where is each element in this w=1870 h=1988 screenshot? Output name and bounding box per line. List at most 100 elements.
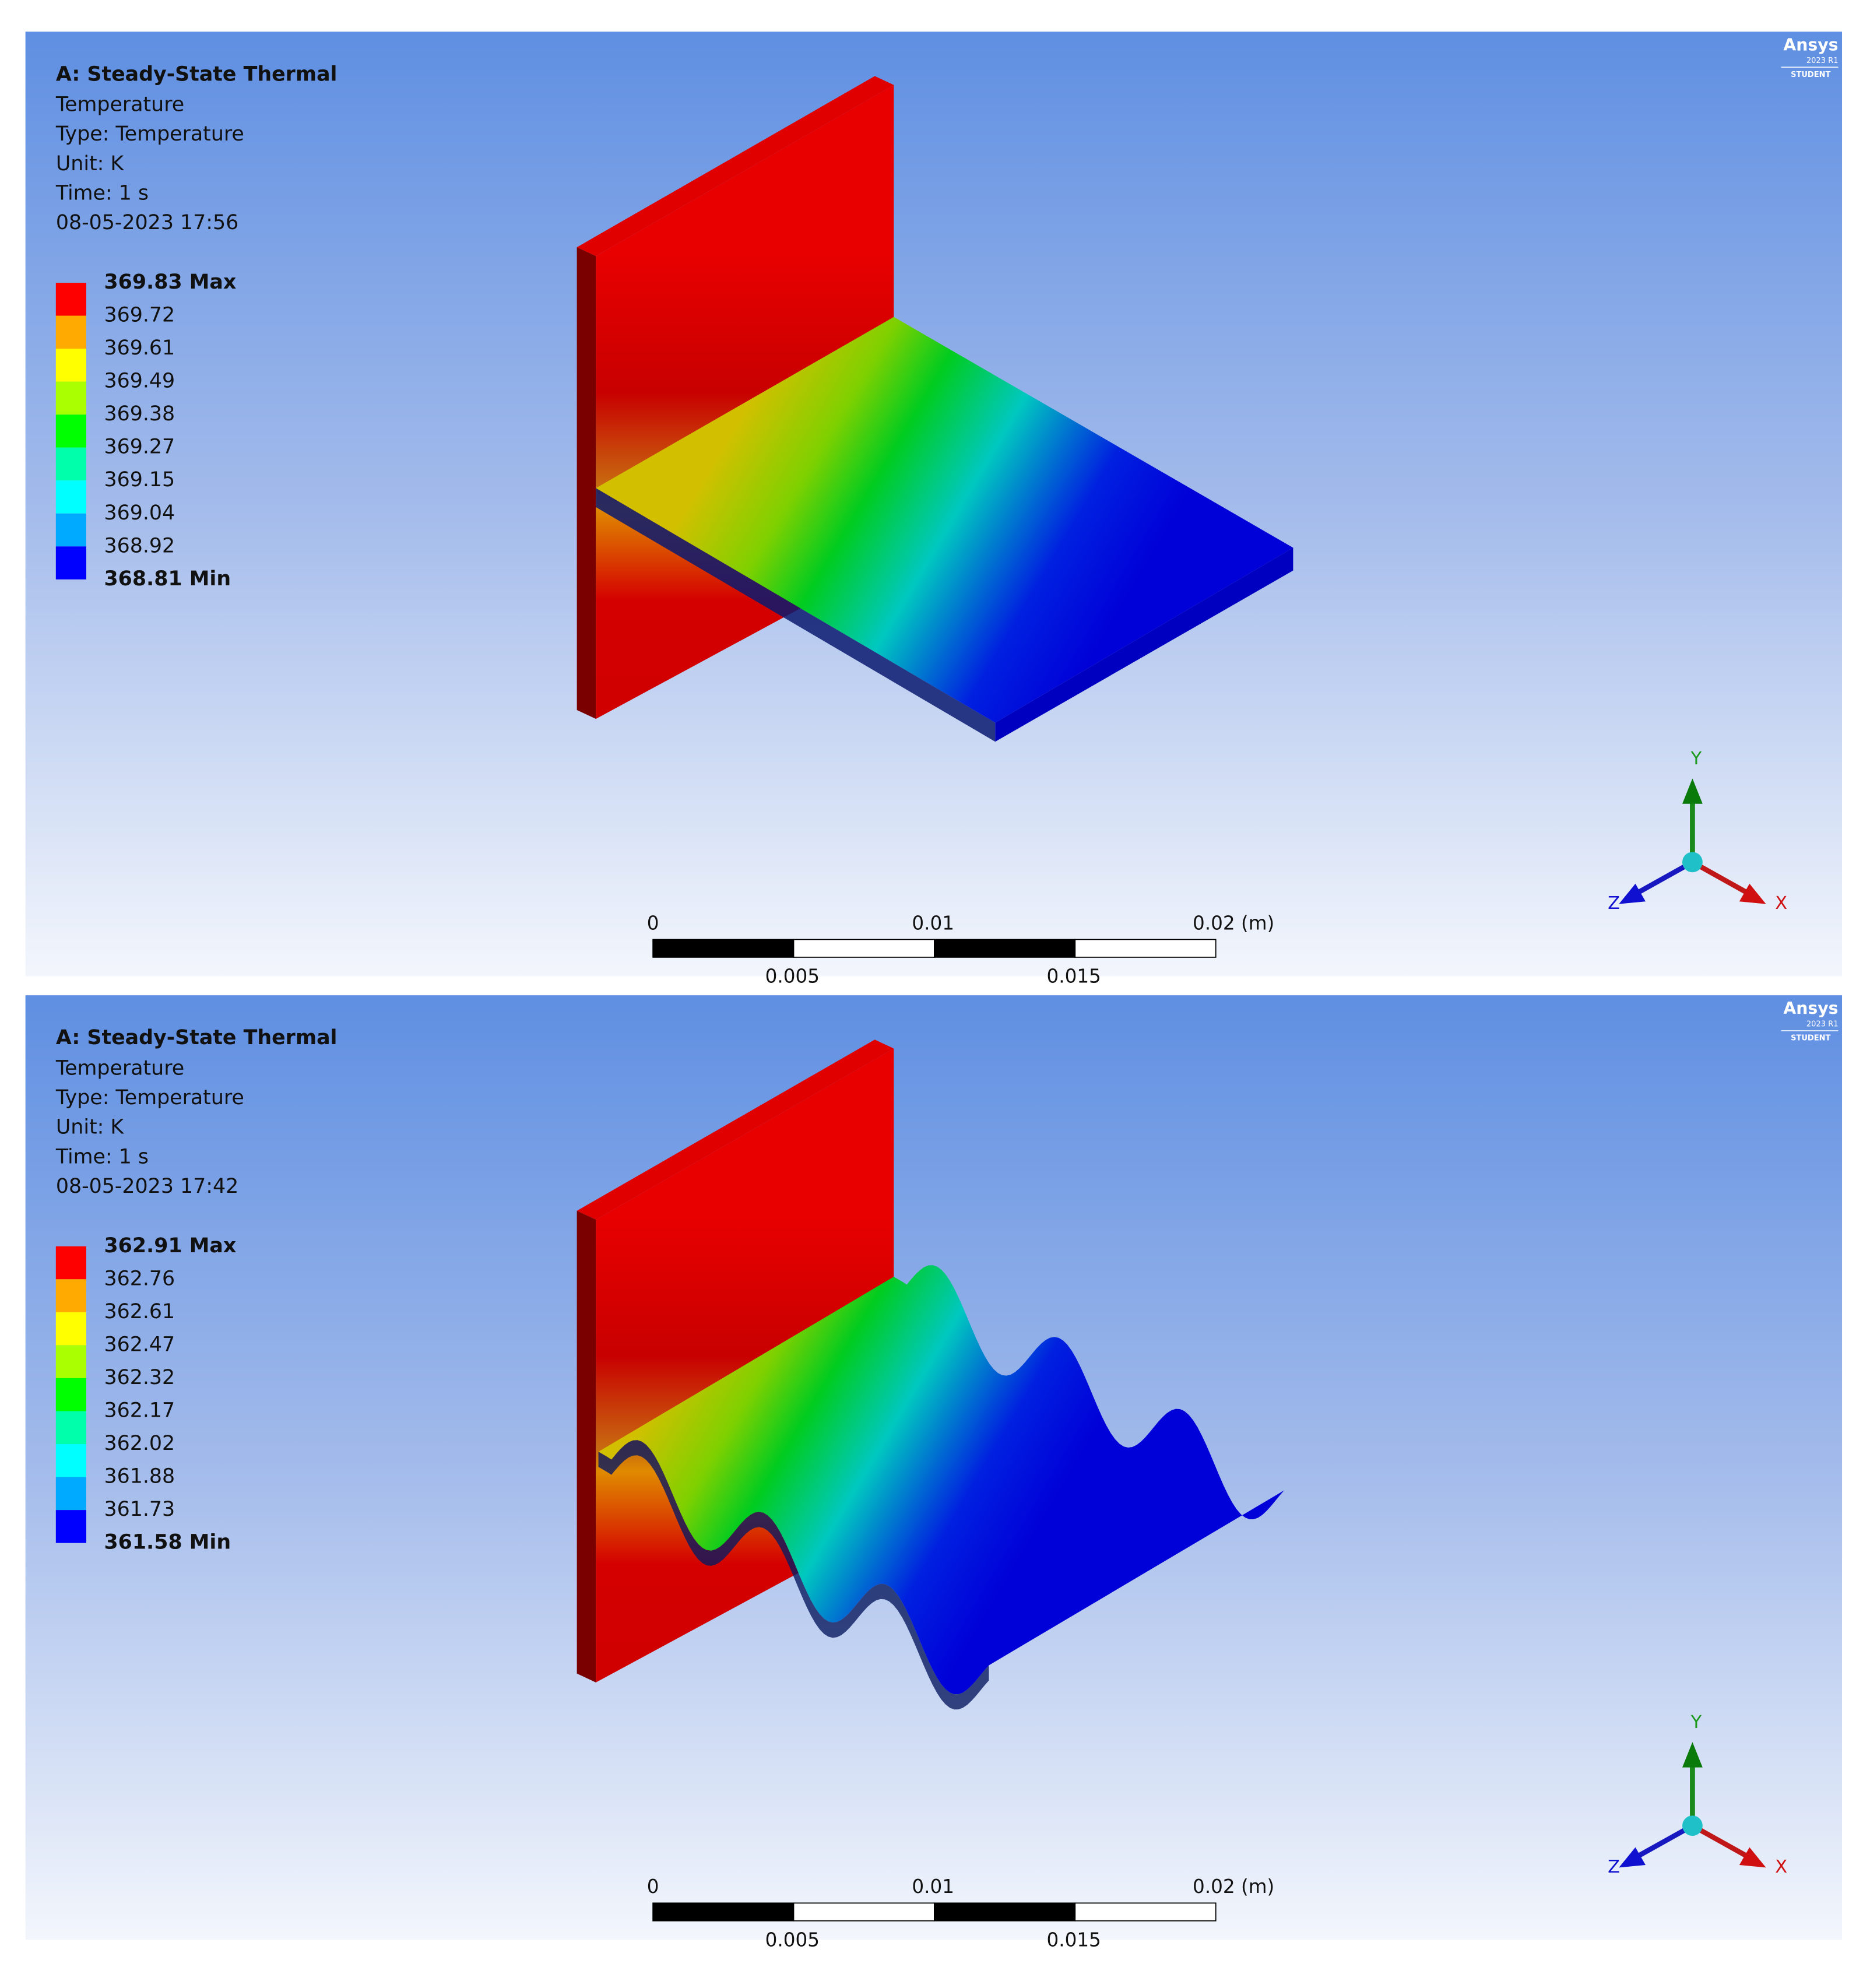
triad-origin (1682, 852, 1703, 873)
scale-label: 0 (647, 1875, 659, 1898)
triad-label-y: Y (1690, 749, 1702, 769)
legend-label: 362.32 (104, 1366, 175, 1389)
legend-label: 369.49 (104, 370, 175, 393)
fin-end-edge (995, 547, 1293, 742)
scale-label: 0.015 (1046, 965, 1101, 988)
plate-top-edge (577, 76, 894, 257)
legend-label: 368.81 Min (104, 567, 231, 591)
triad-arrow-z (1619, 883, 1646, 904)
logo-version: 2023 R1 (1806, 1020, 1839, 1029)
plate-top-edge (577, 1039, 894, 1220)
legend-swatch (55, 1477, 87, 1511)
scale-label: 0.02 (m) (1193, 912, 1274, 934)
viewport-panel: A: Steady-State Thermal Temperature Type: … (25, 995, 1843, 1951)
scale-label: 0.005 (765, 1929, 820, 1951)
scale-label: 0 (647, 912, 659, 934)
result-info: Type: Temperature (55, 1086, 244, 1109)
result-title: A: Steady-State Thermal (56, 1026, 338, 1049)
scale-segment (934, 939, 1076, 958)
legend-swatch (55, 480, 87, 514)
triad-arrow-z (1619, 1847, 1646, 1868)
scale-segment (793, 1902, 935, 1922)
scale-label: 0.005 (765, 965, 820, 988)
result-info: Time: 1 s (55, 182, 149, 205)
legend-label: 369.61 (104, 336, 175, 360)
result-info: Unit: K (56, 1116, 125, 1139)
scale-label: 0.01 (912, 1875, 954, 1898)
legend-label: 369.72 (104, 304, 175, 327)
legend-label: 361.88 (104, 1465, 175, 1488)
legend-label: 369.83 Max (104, 271, 236, 294)
legend-swatch (55, 1246, 87, 1280)
legend-swatch (55, 1378, 87, 1411)
legend-swatch (55, 546, 87, 579)
triad-axis-x (1691, 860, 1749, 895)
triad-origin (1682, 1815, 1703, 1836)
scale-label: 0.01 (912, 912, 954, 934)
legend-swatch (55, 349, 87, 382)
legend-swatch (55, 415, 87, 448)
viewport-panel: A: Steady-State Thermal Temperature Type: … (25, 31, 1843, 988)
legend-swatch (55, 447, 87, 481)
legend-swatch (55, 282, 87, 316)
triad-label-z: Z (1608, 1857, 1620, 1877)
triad-axis-z (1636, 1823, 1694, 1859)
result-info: Type: Temperature (55, 122, 244, 146)
scale-label: 0.02 (m) (1193, 1875, 1274, 1898)
result-info: Temperature (55, 1056, 184, 1080)
legend-label: 369.04 (104, 501, 175, 525)
logo-version: 2023 R1 (1806, 57, 1839, 65)
triad-label-x: X (1775, 1857, 1787, 1877)
logo-edition: STUDENT (1791, 1034, 1830, 1043)
scale-segment (934, 1902, 1076, 1922)
result-info: Unit: K (56, 152, 125, 175)
logo-edition: STUDENT (1791, 71, 1830, 79)
legend-label: 362.02 (104, 1432, 175, 1455)
triad-arrow-x (1739, 883, 1766, 904)
legend-label: 368.92 (104, 534, 175, 557)
logo-name: Ansys (1783, 999, 1838, 1018)
legend-label: 369.27 (104, 435, 175, 459)
legend-swatch (55, 1279, 87, 1312)
result-info: 08-05-2023 17:42 (56, 1175, 238, 1198)
legend-label: 362.17 (104, 1399, 175, 1422)
legend-label: 369.15 (104, 468, 175, 491)
result-info: Temperature (55, 93, 184, 117)
legend-label: 362.61 (104, 1300, 175, 1323)
scale-segment (793, 939, 935, 958)
legend-label: 361.58 Min (104, 1531, 231, 1554)
scale-segment (652, 1902, 795, 1922)
triad-label-y: Y (1690, 1712, 1702, 1733)
triad-axis-x (1691, 1823, 1749, 1859)
legend-swatch (55, 1411, 87, 1445)
legend-swatch (55, 1345, 87, 1378)
legend-label: 362.91 Max (104, 1234, 236, 1258)
triad-arrow-y (1682, 1742, 1703, 1768)
legend-swatch (55, 381, 87, 415)
scale-segment (1074, 1902, 1217, 1922)
triad-label-z: Z (1608, 893, 1620, 914)
scale-label: 0.015 (1046, 1929, 1101, 1951)
triad-label-x: X (1775, 893, 1787, 914)
legend-swatch (55, 315, 87, 349)
scale-segment (1074, 939, 1217, 958)
logo-name: Ansys (1783, 35, 1838, 54)
fin-front-edge (596, 488, 996, 742)
fin-surface (598, 1265, 1285, 1695)
fin-front-edge (598, 1440, 989, 1710)
triad-arrow-x (1739, 1847, 1766, 1868)
result-title: A: Steady-State Thermal (56, 62, 338, 86)
legend-label: 361.73 (104, 1498, 175, 1521)
result-info: Time: 1 s (55, 1145, 149, 1168)
legend-label: 362.47 (104, 1333, 175, 1356)
triad-arrow-y (1682, 778, 1703, 804)
triad-axis-z (1636, 860, 1694, 895)
plate-side-edge (577, 1210, 596, 1683)
fin-top (596, 317, 1293, 723)
legend-label: 362.76 (104, 1267, 175, 1290)
scale-segment (652, 939, 795, 958)
legend-swatch (55, 1444, 87, 1477)
legend-label: 369.38 (104, 402, 175, 426)
legend-swatch (55, 513, 87, 547)
